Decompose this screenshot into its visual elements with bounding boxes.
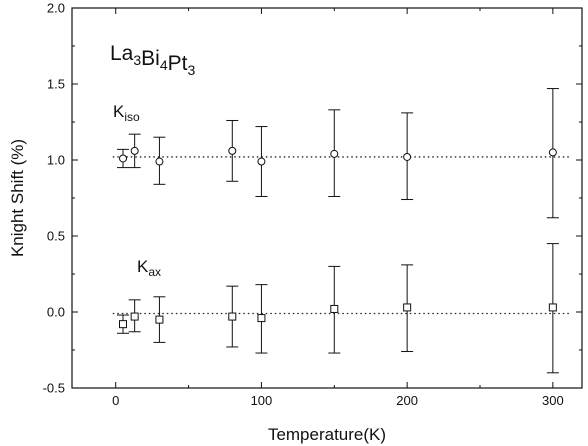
compound-label: La3Bi4Pt3	[110, 42, 195, 78]
series-label-iso: Kiso	[113, 102, 140, 124]
compound-element: Pt	[168, 52, 188, 75]
data-point-ax	[228, 312, 237, 321]
series-label-ax: Kax	[137, 257, 161, 279]
series-label-subscript: iso	[124, 110, 140, 124]
data-point-iso	[130, 146, 139, 155]
data-point-ax	[330, 304, 339, 313]
axis-ticks: 0 100 200 300 -0.5 0.0 0.5 1.0 1.5 2.0	[43, 1, 582, 408]
data-marks	[117, 88, 559, 374]
data-point-ax	[119, 320, 127, 329]
data-point-iso	[155, 157, 164, 166]
data-point-iso	[330, 149, 339, 158]
y-tick-label: 0.0	[47, 305, 65, 320]
data-point-iso	[228, 146, 237, 155]
x-tick-label: 100	[251, 393, 273, 408]
x-tick-label: 300	[542, 393, 564, 408]
y-tick-label: 0.5	[47, 229, 65, 244]
x-axis-label: Temperature(K)	[268, 425, 386, 444]
x-tick-label: 0	[112, 393, 119, 408]
compound-subscript: 4	[160, 57, 168, 73]
compound-element: Bi	[141, 47, 160, 70]
data-point-ax	[257, 314, 266, 323]
data-point-ax	[403, 303, 412, 312]
data-point-iso	[257, 157, 266, 166]
data-point-ax	[155, 315, 164, 324]
y-tick-label: 1.5	[47, 77, 65, 92]
series-label-main: K	[113, 102, 125, 121]
compound-subscript: 3	[133, 52, 141, 68]
data-point-iso	[119, 154, 127, 163]
compound-element: La	[110, 42, 134, 65]
y-tick-label: 2.0	[47, 1, 65, 16]
reference-lines	[112, 156, 571, 315]
x-tick-label: 200	[396, 393, 418, 408]
data-point-iso	[403, 152, 412, 161]
data-point-ax	[130, 312, 139, 321]
series-label-main: K	[137, 257, 149, 276]
y-tick-label: -0.5	[43, 381, 65, 396]
data-point-iso	[548, 148, 557, 157]
y-axis-label: Knight Shift (%)	[8, 139, 27, 257]
compound-subscript: 3	[187, 62, 195, 78]
y-tick-label: 1.0	[47, 153, 65, 168]
series-label-subscript: ax	[148, 265, 161, 279]
data-point-ax	[548, 303, 557, 312]
